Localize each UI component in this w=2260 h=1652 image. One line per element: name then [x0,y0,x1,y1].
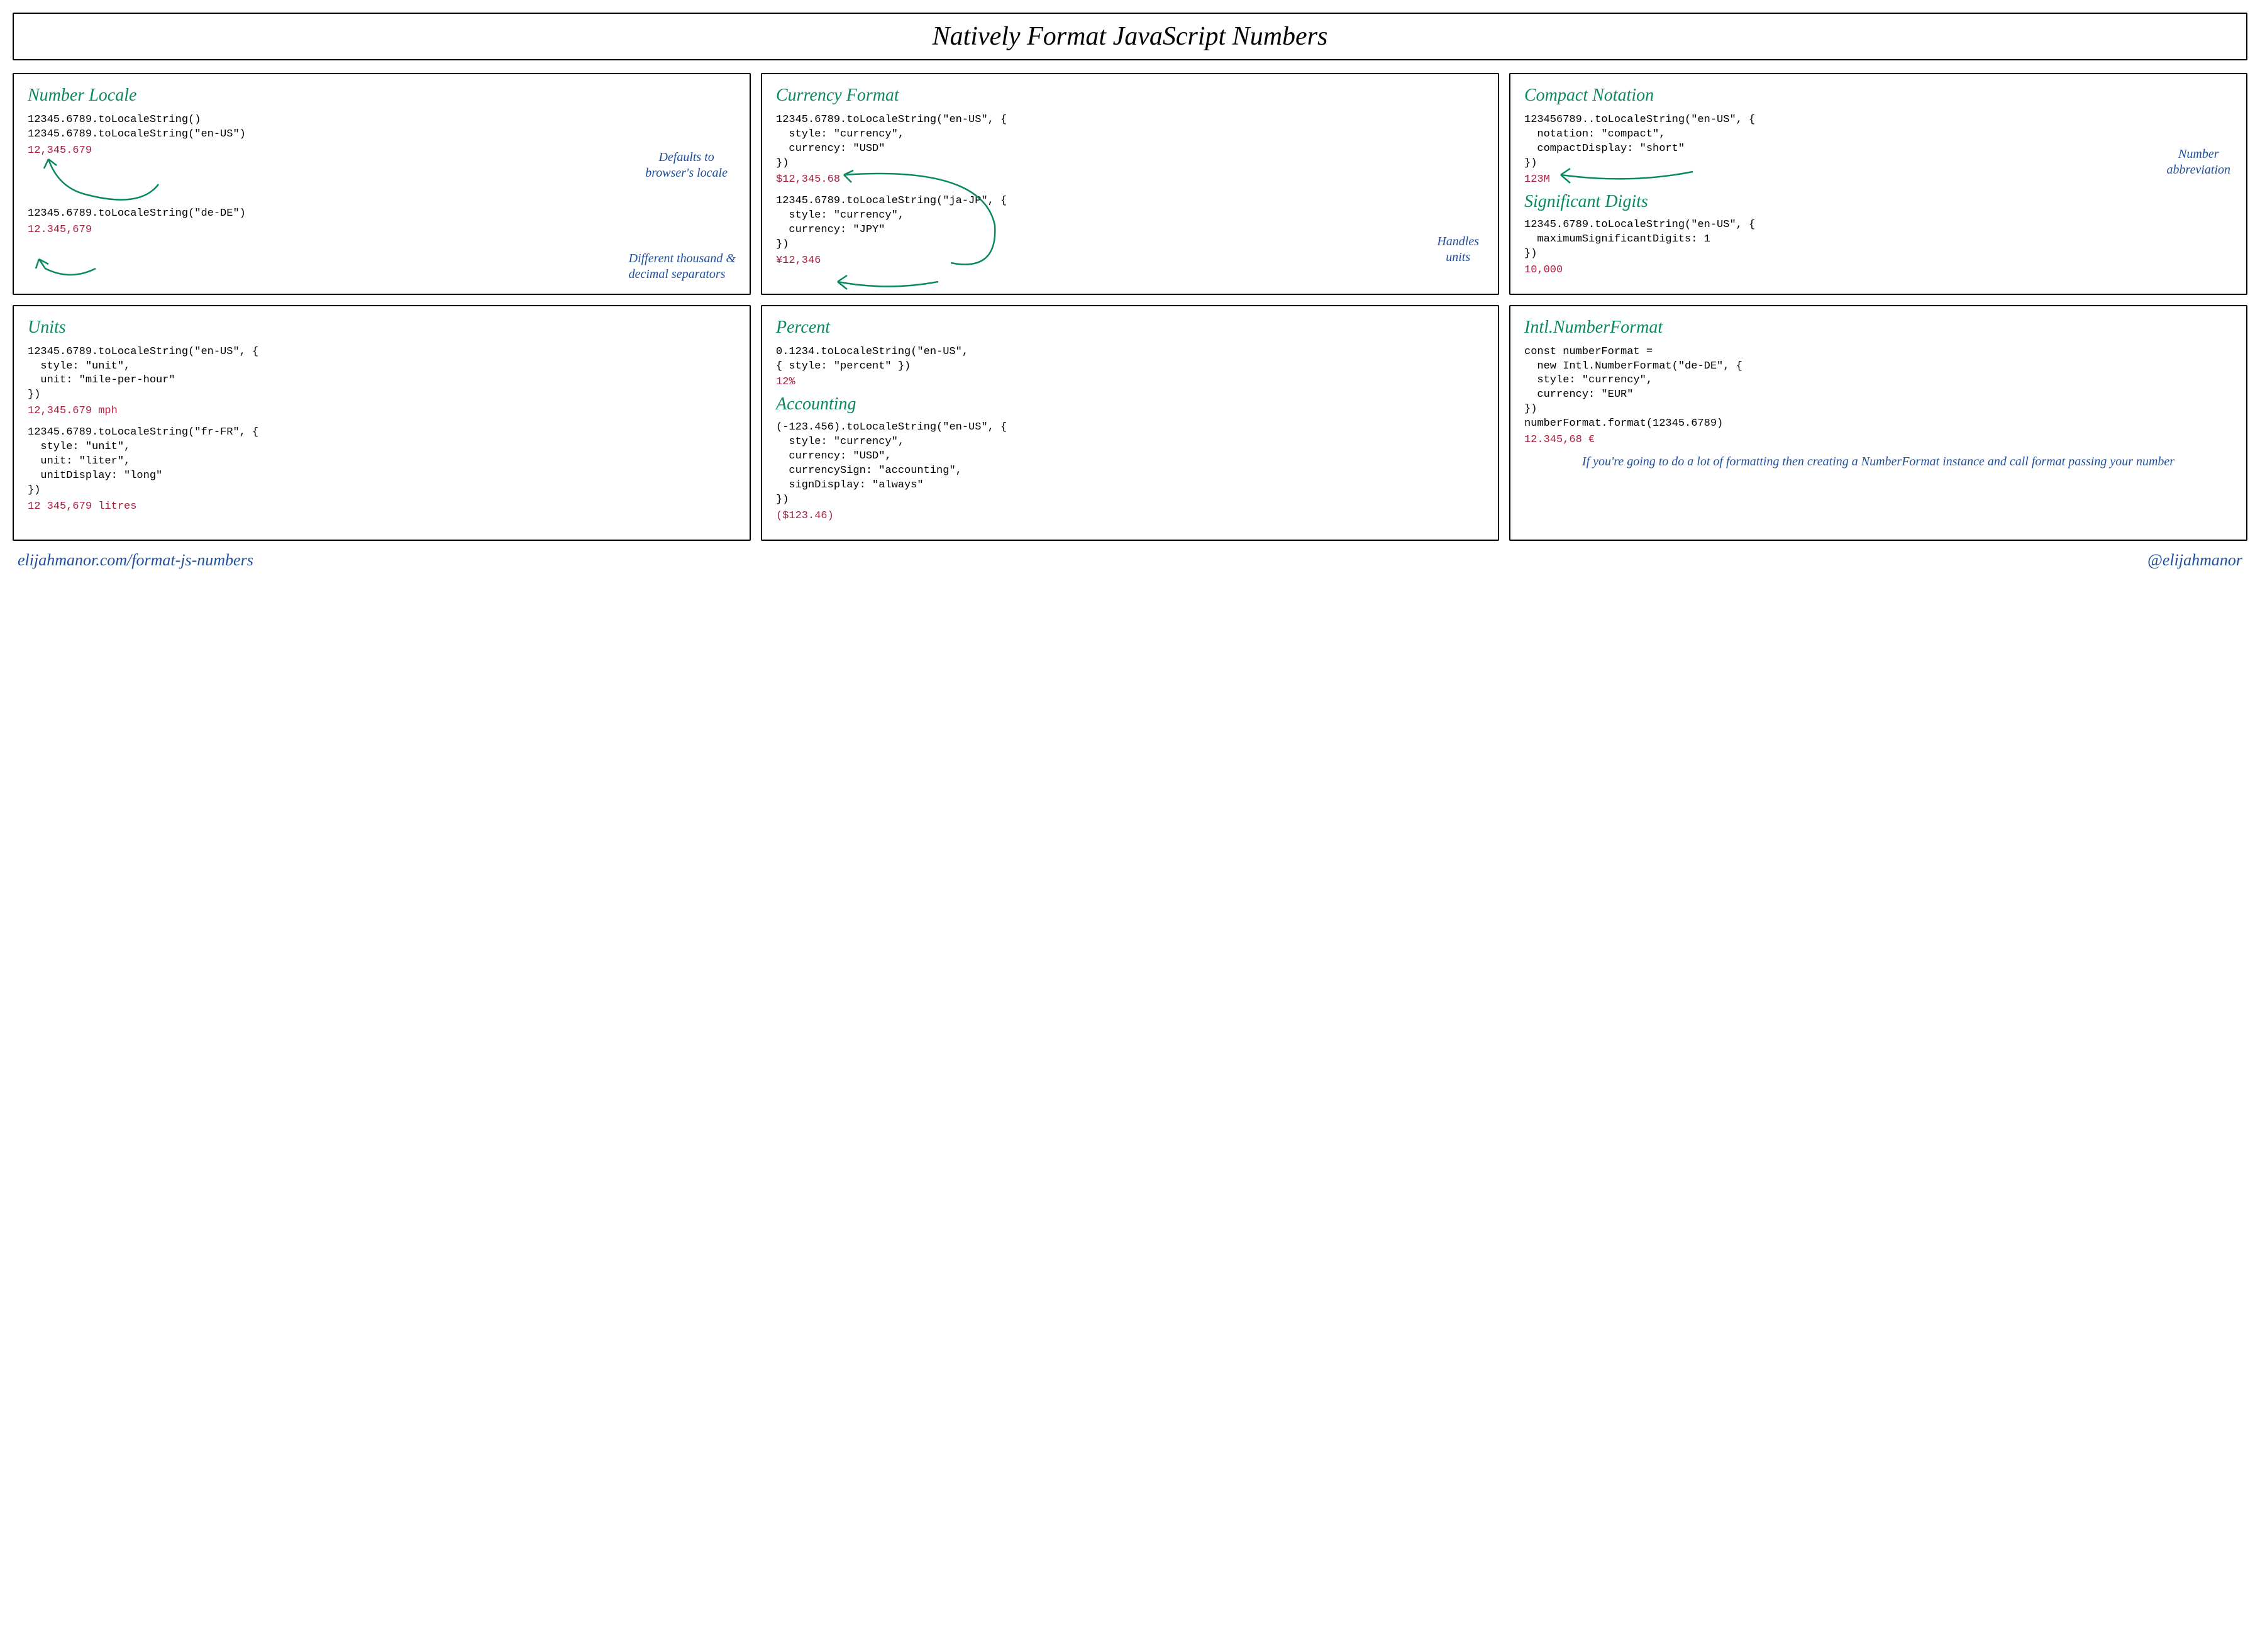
output-value: 12,345.679 [28,145,736,157]
code-block: 12345.6789.toLocaleString("ja-JP", { sty… [776,194,1484,252]
code-block: 0.1234.toLocaleString("en-US", { style: … [776,345,1484,374]
output-value: 123M [1524,174,2232,186]
footer-handle: @elijahmanor [2147,551,2242,570]
panel-grid: Number Locale 12345.6789.toLocaleString(… [13,73,2247,541]
annotation: Different thousand & decimal separators [629,251,736,282]
subsection-title: Accounting [776,394,1484,414]
panel-currency-format: Currency Format 12345.6789.toLocaleStrin… [761,73,1499,295]
panel-title: Percent [776,318,1484,338]
output-value: 12.345,679 [28,224,736,236]
code-block: 12345.6789.toLocaleString("en-US", { max… [1524,218,2232,262]
panel-title: Intl.NumberFormat [1524,318,2232,338]
code-block: const numberFormat = new Intl.NumberForm… [1524,345,2232,432]
code-block: 12345.6789.toLocaleString("fr-FR", { sty… [28,426,736,498]
footer: elijahmanor.com/format-js-numbers @elija… [13,551,2247,570]
panel-title: Units [28,318,736,338]
code-block: 123456789..toLocaleString("en-US", { not… [1524,113,2232,171]
annotation: Defaults to browser's locale [645,150,728,181]
annotation-note: If you're going to do a lot of formattin… [1524,453,2232,470]
footer-url: elijahmanor.com/format-js-numbers [18,551,253,570]
panel-title: Currency Format [776,86,1484,106]
output-value: ($123.46) [776,510,1484,522]
panel-title: Number Locale [28,86,736,106]
annotation: Handles units [1437,234,1479,265]
output-value: 10,000 [1524,264,2232,276]
output-value: 12 345,679 litres [28,501,736,513]
panel-units: Units 12345.6789.toLocaleString("en-US",… [13,305,751,541]
panel-title: Compact Notation [1524,86,2232,106]
panel-percent-accounting: Percent 0.1234.toLocaleString("en-US", {… [761,305,1499,541]
title-bar: Natively Format JavaScript Numbers [13,13,2247,60]
panel-number-locale: Number Locale 12345.6789.toLocaleString(… [13,73,751,295]
code-block: 12345.6789.toLocaleString("de-DE") [28,207,736,221]
code-block: (-123.456).toLocaleString("en-US", { sty… [776,421,1484,507]
page-title: Natively Format JavaScript Numbers [26,21,2234,52]
output-value: 12,345.679 mph [28,405,736,417]
output-value: $12,345.68 [776,174,1484,186]
code-block: 12345.6789.toLocaleString("en-US", { sty… [28,345,736,403]
panel-intl-number-format: Intl.NumberFormat const numberFormat = n… [1509,305,2247,541]
output-value: ¥12,346 [776,255,1484,267]
code-block: 12345.6789.toLocaleString("en-US", { sty… [776,113,1484,171]
arrow-icon [26,253,102,284]
output-value: 12% [776,376,1484,388]
subsection-title: Significant Digits [1524,192,2232,212]
panel-compact-notation: Compact Notation 123456789..toLocaleStri… [1509,73,2247,295]
code-block: 12345.6789.toLocaleString() 12345.6789.t… [28,113,736,142]
output-value: 12.345,68 € [1524,434,2232,446]
annotation: Number abbreviation [2167,147,2230,178]
